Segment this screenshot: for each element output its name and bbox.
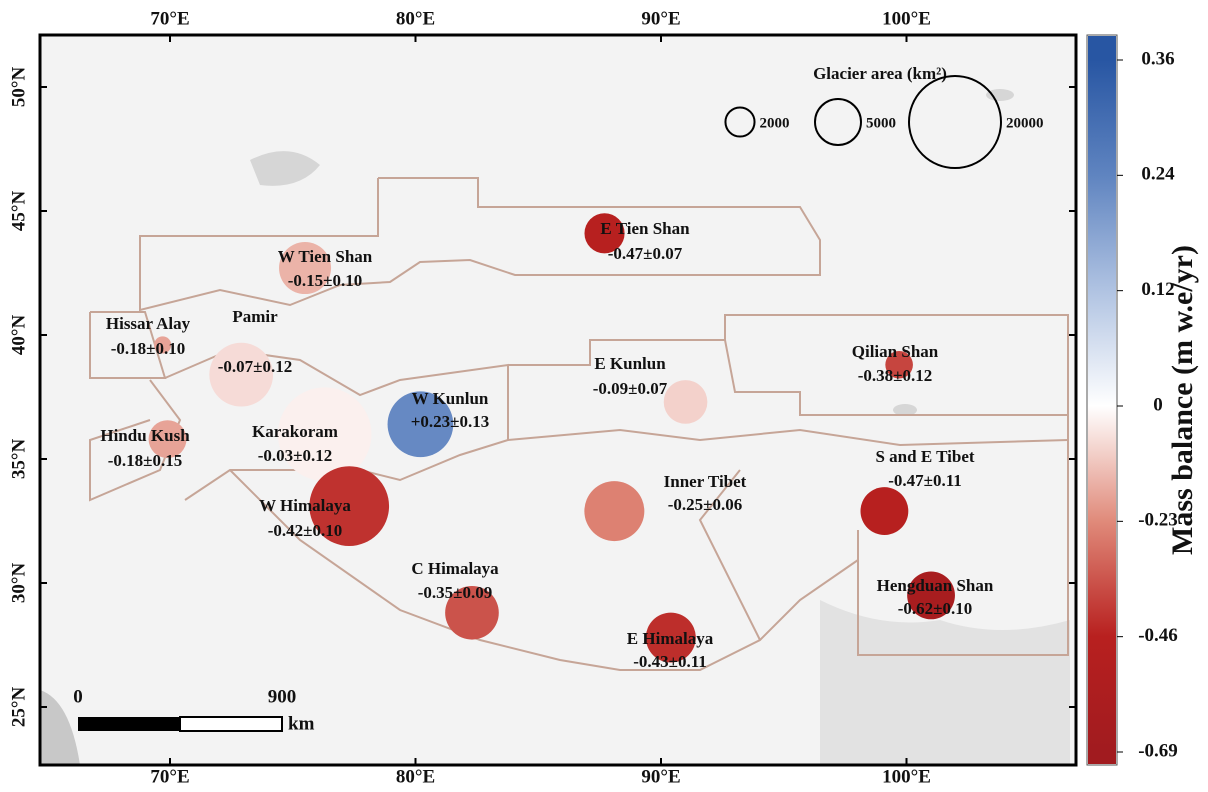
colorbar-tick-label: 0.36 xyxy=(1141,48,1174,69)
size-legend-label: 2000 xyxy=(760,115,790,131)
colorbar-tick-label: -0.23 xyxy=(1138,510,1178,531)
region-mass-balance: -0.18±0.10 xyxy=(111,339,186,358)
region-mass-balance: -0.03±0.12 xyxy=(258,446,333,465)
region-name: E Tien Shan xyxy=(600,219,690,238)
size-legend-label: 5000 xyxy=(866,115,896,131)
lat-label: 40°N xyxy=(8,315,29,356)
region-name: Pamir xyxy=(232,307,278,326)
lat-label: 45°N xyxy=(8,191,29,232)
lat-label: 30°N xyxy=(8,563,29,604)
region-name: W Tien Shan xyxy=(278,247,373,266)
region-mass-balance: -0.09±0.07 xyxy=(593,379,668,398)
colorbar-tick-label: -0.46 xyxy=(1138,625,1178,646)
region-circle xyxy=(861,487,909,535)
region-mass-balance: -0.42±0.10 xyxy=(268,521,343,540)
lon-label-top: 70°E xyxy=(150,8,189,29)
colorbar xyxy=(1088,60,1116,752)
lon-label-bottom: 100°E xyxy=(882,766,931,787)
region-mass-balance: -0.18±0.15 xyxy=(108,451,183,470)
scale-bar-white xyxy=(180,717,282,731)
map-figure: Glacier area (km²) Mass balance (m w.e/y… xyxy=(0,0,1208,792)
colorbar-end xyxy=(1088,36,1116,60)
region-name: Hissar Alay xyxy=(106,314,191,333)
lon-label-top: 80°E xyxy=(396,8,435,29)
colorbar-end xyxy=(1088,752,1116,764)
region-mass-balance: -0.25±0.06 xyxy=(668,495,743,514)
size-legend-label: 20000 xyxy=(1006,115,1044,131)
region-name: E Himalaya xyxy=(627,629,714,648)
scale-bar-unit: km xyxy=(288,713,315,734)
region-name: C Himalaya xyxy=(411,559,499,578)
lon-label-bottom: 90°E xyxy=(641,766,680,787)
region-name: Inner Tibet xyxy=(664,472,747,491)
lat-label: 50°N xyxy=(8,67,29,108)
region-name: W Himalaya xyxy=(259,496,351,515)
region-circle xyxy=(584,481,644,541)
lon-label-bottom: 80°E xyxy=(396,766,435,787)
lat-label: 25°N xyxy=(8,687,29,728)
colorbar-tick-label: 0 xyxy=(1153,394,1163,415)
region-mass-balance: -0.43±0.11 xyxy=(633,652,707,671)
region-mass-balance: -0.15±0.10 xyxy=(288,271,363,290)
lon-label-bottom: 70°E xyxy=(150,766,189,787)
lon-label-top: 100°E xyxy=(882,8,931,29)
lat-label: 35°N xyxy=(8,439,29,480)
colorbar-tick-label: -0.69 xyxy=(1138,740,1178,761)
region-circle xyxy=(664,380,708,424)
region-name: S and E Tibet xyxy=(875,447,974,466)
colorbar-tick-label: 0.12 xyxy=(1141,279,1174,300)
lon-label-top: 90°E xyxy=(641,8,680,29)
scale-bar-label: 0 xyxy=(73,686,83,707)
region-mass-balance: -0.38±0.12 xyxy=(858,366,933,385)
size-legend-title: Glacier area (km²) xyxy=(813,64,947,83)
region-mass-balance: +0.23±0.13 xyxy=(411,412,490,431)
region-name: Karakoram xyxy=(252,422,338,441)
scale-bar-black xyxy=(78,717,180,731)
region-mass-balance: -0.35±0.09 xyxy=(418,583,493,602)
region-name: Qilian Shan xyxy=(852,342,939,361)
region-name: Hindu Kush xyxy=(100,426,190,445)
region-mass-balance: -0.62±0.10 xyxy=(898,599,973,618)
region-name: Hengduan Shan xyxy=(877,576,994,595)
region-name: W Kunlun xyxy=(412,389,489,408)
scale-bar-label: 900 xyxy=(268,686,297,707)
colorbar-tick-label: 0.24 xyxy=(1141,164,1175,185)
region-mass-balance: -0.07±0.12 xyxy=(218,357,293,376)
region-mass-balance: -0.47±0.07 xyxy=(608,244,683,263)
region-mass-balance: -0.47±0.11 xyxy=(888,471,962,490)
region-name: E Kunlun xyxy=(594,354,666,373)
